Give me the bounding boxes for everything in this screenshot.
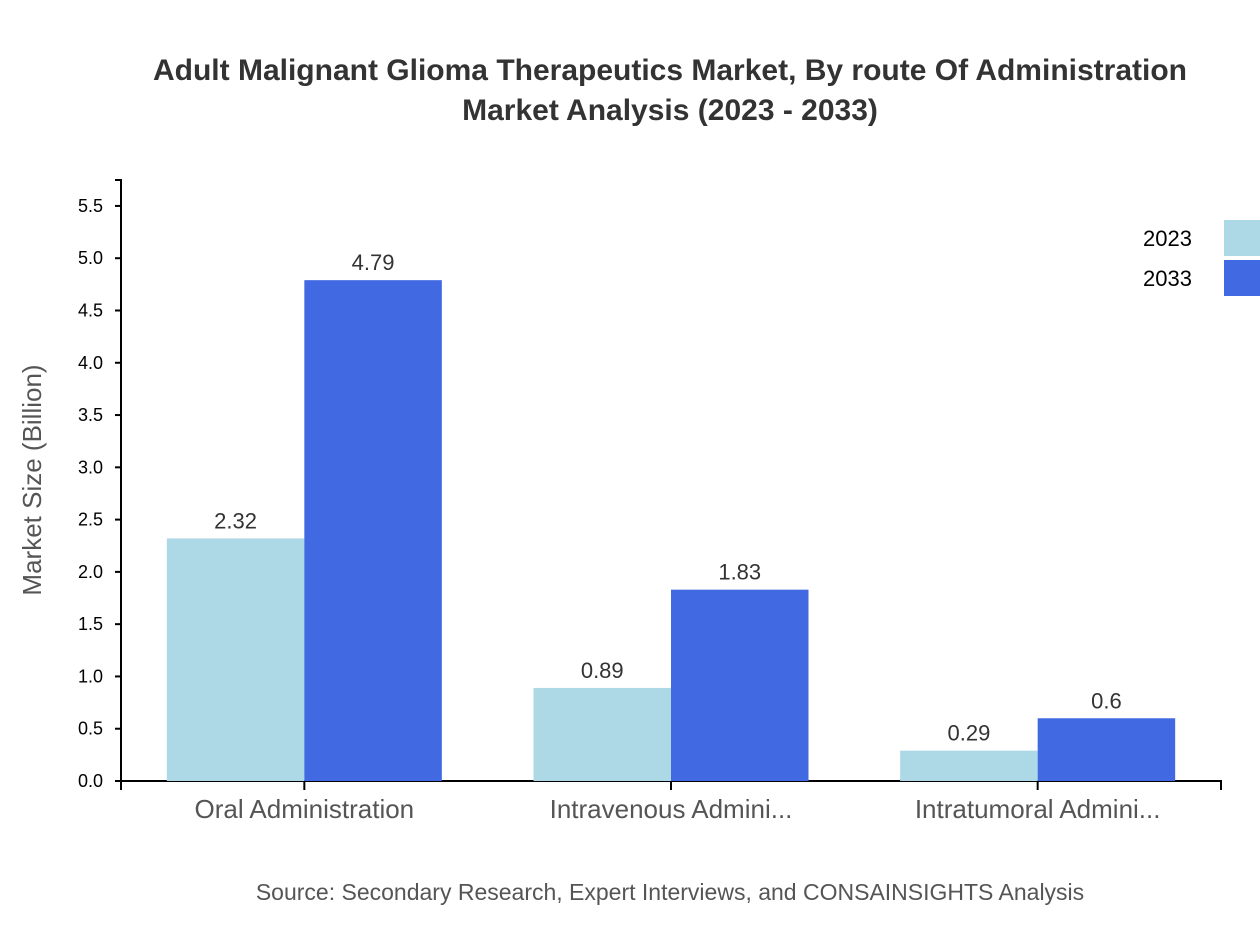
y-tick-label: 3.0 <box>78 457 103 477</box>
data-label: 1.83 <box>718 560 761 585</box>
legend-swatch-2023 <box>1224 220 1260 256</box>
data-label: 4.79 <box>352 250 395 275</box>
data-label: 0.6 <box>1091 688 1122 713</box>
y-axis-line <box>115 179 122 782</box>
legend-label: 2023 <box>1143 226 1192 251</box>
data-label: 0.29 <box>948 721 991 746</box>
bar-2023-2 <box>900 750 1038 781</box>
bar-2033-1 <box>671 589 809 781</box>
y-axis: 0.0 0.5 1.0 1.5 2.0 2.5 3.0 3.5 4.0 4.5 5.0 5.5 <box>78 179 122 791</box>
x-tick-label: Intratumoral Admini... <box>915 794 1161 824</box>
chart-title: Adult Malignant Glioma Therapeutics Mark… <box>153 54 1187 87</box>
y-tick-label: 0.0 <box>78 771 103 791</box>
legend: 2023 2033 <box>1143 220 1260 296</box>
x-tick-label: Oral Administration <box>195 794 415 824</box>
x-axis: Oral Administration Intravenous Admini...… <box>120 780 1222 824</box>
legend-swatch-2033 <box>1224 260 1260 296</box>
y-tick-label: 1.0 <box>78 666 103 686</box>
x-tick-label: Intravenous Admini... <box>550 794 793 824</box>
bar-2033-0 <box>304 280 442 781</box>
y-axis-label: Market Size (Billion) <box>17 364 47 595</box>
chart-subtitle: Market Analysis (2023 - 2033) <box>462 94 878 127</box>
bar-2023-0 <box>166 538 305 781</box>
source-note: Source: Secondary Research, Expert Inter… <box>256 879 1084 905</box>
y-tick-label: 1.5 <box>78 614 103 634</box>
y-tick-label: 5.0 <box>78 248 103 268</box>
bar-2033-2 <box>1037 718 1176 781</box>
y-tick-label: 5.5 <box>78 196 103 216</box>
y-tick-label: 3.5 <box>78 405 103 425</box>
bar-2023-1 <box>533 687 671 781</box>
y-tick-label: 4.5 <box>78 300 103 320</box>
data-label: 0.89 <box>581 658 624 683</box>
y-tick-label: 2.0 <box>78 562 103 582</box>
y-tick-label: 4.0 <box>78 353 103 373</box>
y-tick-label: 2.5 <box>78 510 103 530</box>
data-label: 2.32 <box>214 508 257 533</box>
bars: 2.32 4.79 0.89 1.83 0.29 0.6 <box>166 250 1176 781</box>
legend-label: 2033 <box>1143 266 1192 291</box>
y-tick-label: 0.5 <box>78 719 103 739</box>
